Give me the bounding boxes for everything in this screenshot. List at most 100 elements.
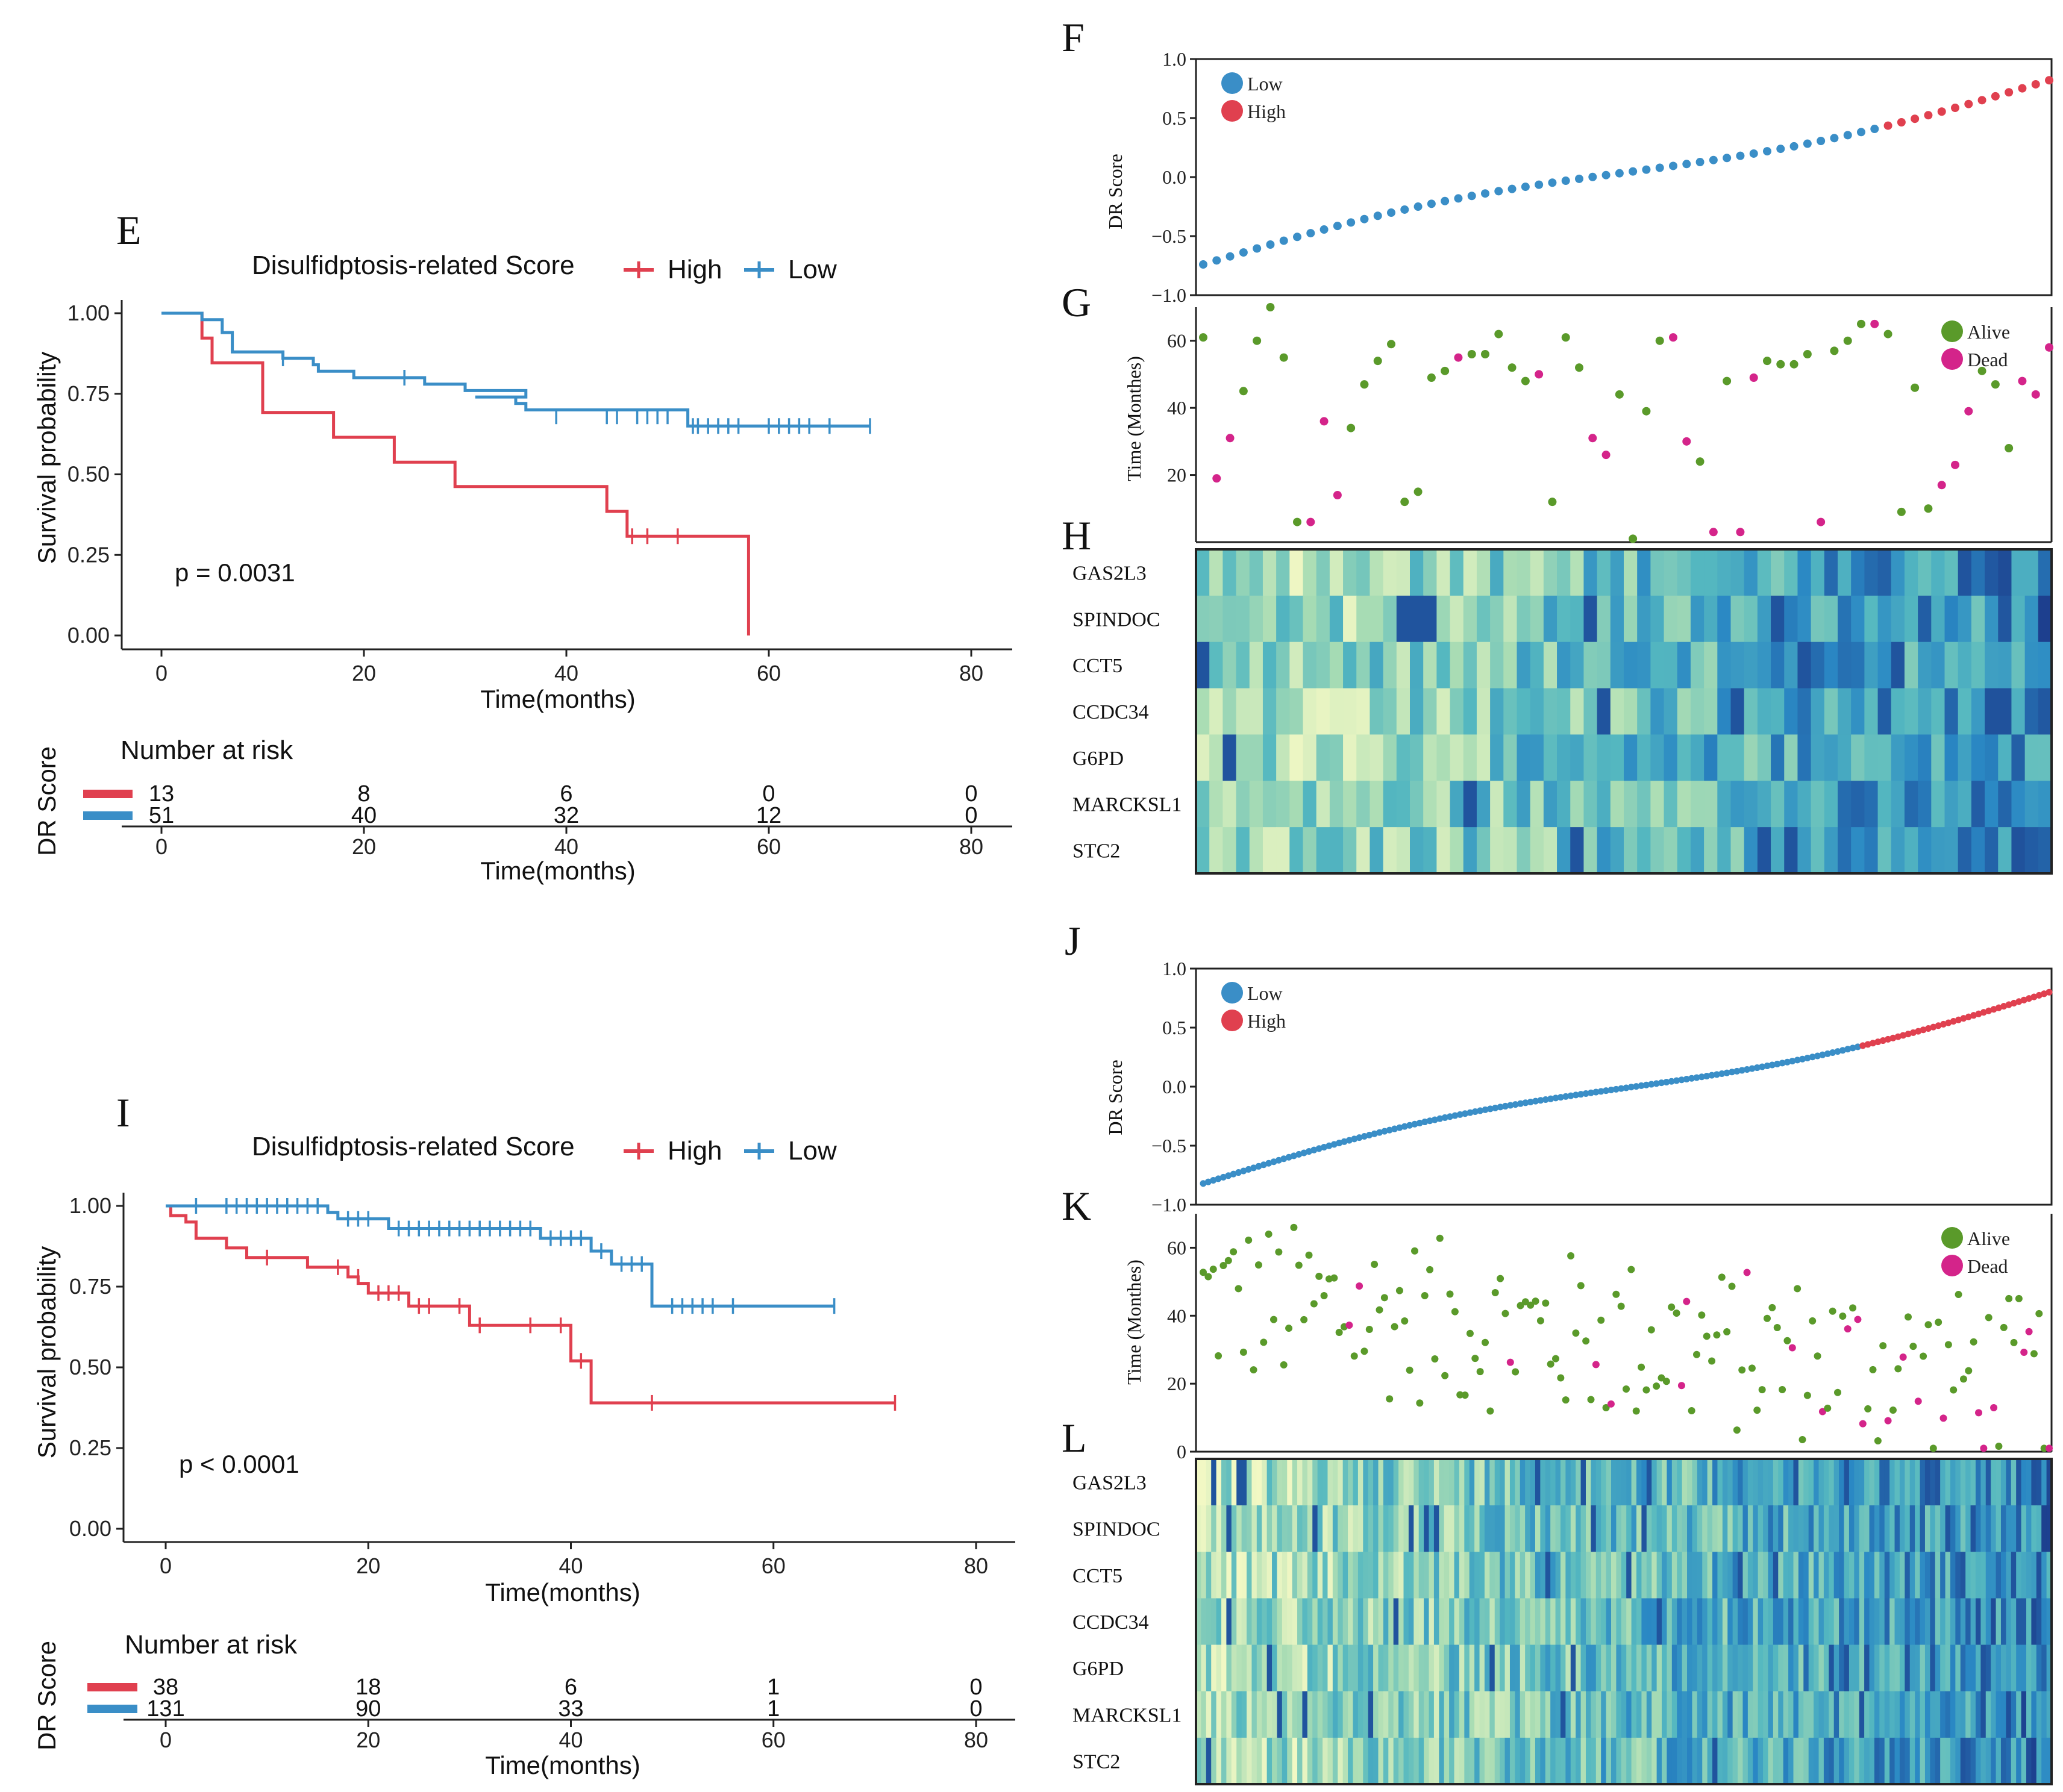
- heatmap-cell: [1342, 1552, 1348, 1599]
- heatmap-cell: [1955, 1691, 1961, 1738]
- heatmap-cell: [1651, 1691, 1658, 1738]
- score-point-low: [1642, 1081, 1650, 1088]
- dead-point: [1588, 434, 1597, 443]
- heatmap-cell: [1327, 1552, 1333, 1599]
- score-point-low: [1285, 1154, 1292, 1161]
- heatmap-cell: [1196, 595, 1210, 643]
- heatmap-cell: [1960, 1459, 1966, 1506]
- heatmap-cell: [1249, 734, 1263, 781]
- heatmap-cell: [1985, 688, 1999, 735]
- heatmap-cell: [1829, 1552, 1835, 1599]
- heatmap-cell: [1707, 1459, 1713, 1506]
- heatmap-cell: [1282, 1552, 1288, 1599]
- heatmap-cell: [1373, 1644, 1379, 1692]
- heatmap-cell: [1353, 1737, 1359, 1785]
- heatmap-cell: [1484, 1598, 1490, 1646]
- heatmap-cell: [1357, 1691, 1363, 1738]
- heatmap-cell: [1717, 827, 1732, 874]
- heatmap-cell: [1383, 1598, 1389, 1646]
- heatmap-cell: [1960, 1691, 1966, 1738]
- alive-point: [1587, 1396, 1595, 1403]
- heatmap-cell: [1980, 1505, 1986, 1552]
- heatmap-cell: [1687, 1691, 1693, 1738]
- heatmap-cell: [1282, 1644, 1288, 1692]
- heatmap-cell: [1717, 1598, 1723, 1646]
- heatmap-cell: [1282, 1598, 1288, 1646]
- heatmap-cell: [1918, 688, 1932, 735]
- heatmap-cell: [2011, 827, 2026, 874]
- heatmap-cell: [1251, 1505, 1257, 1552]
- heatmap-cell: [1788, 1505, 1794, 1552]
- heatmap-cell: [2024, 781, 2039, 828]
- heatmap-cell: [1935, 1737, 1941, 1785]
- heatmap-cell: [1918, 781, 1932, 828]
- heatmap-cell: [1869, 1644, 1875, 1692]
- heatmap-cell: [1783, 1459, 1789, 1506]
- score-point-low: [1592, 1088, 1600, 1096]
- heatmap-cell: [1877, 642, 1892, 689]
- heatmap-cell: [2011, 642, 2026, 689]
- heatmap-cell: [1682, 1644, 1688, 1692]
- alive-point: [1970, 1338, 1977, 1346]
- heatmap-cell: [1803, 1598, 1809, 1646]
- risk-x-tick-label: 60: [757, 834, 781, 859]
- heatmap-cell: [1303, 642, 1317, 689]
- score-point-low: [1280, 1155, 1288, 1163]
- heatmap-cell: [1849, 1505, 1855, 1552]
- heatmap-cell: [1570, 1552, 1576, 1599]
- score-point-low: [1834, 1048, 1841, 1055]
- heatmap-cell: [1738, 1552, 1744, 1599]
- heatmap-cell: [1247, 1459, 1253, 1506]
- heatmap-cell: [1490, 734, 1504, 781]
- heatmap-cell: [1904, 734, 1918, 781]
- heatmap-cell: [1884, 1505, 1890, 1552]
- heatmap-cell: [1476, 549, 1491, 596]
- score-point-high: [1889, 1034, 1897, 1041]
- heatmap-cell: [1851, 734, 1865, 781]
- heatmap-cell: [1924, 1737, 1930, 1785]
- heatmap-cell: [1535, 1691, 1541, 1738]
- heatmap-cell: [1924, 1459, 1930, 1506]
- score-point-low: [1421, 1119, 1429, 1126]
- score-point-low: [1749, 149, 1758, 158]
- heatmap-cell: [1662, 1598, 1668, 1646]
- heatmap-cell: [1597, 549, 1611, 596]
- heatmap-cell: [1722, 1459, 1728, 1506]
- heatmap-cell: [1930, 1459, 1936, 1506]
- heatmap-cell: [1463, 595, 1477, 643]
- x-tick-label: 80: [959, 661, 983, 685]
- heatmap-cell: [1879, 1691, 1885, 1738]
- heatmap-cell: [1797, 827, 1812, 874]
- heatmap-cell: [1717, 549, 1732, 596]
- score-point-low: [1477, 1107, 1484, 1114]
- heatmap-cell: [1814, 1459, 1820, 1506]
- heatmap-cell: [1423, 734, 1437, 781]
- heatmap-cell: [1368, 1598, 1374, 1646]
- heatmap-cell: [1722, 1552, 1728, 1599]
- y-tick-label: 40: [1167, 1305, 1186, 1326]
- heatmap-cell: [1808, 1691, 1814, 1738]
- heatmap-cell: [1464, 1644, 1470, 1692]
- alive-point: [1532, 1297, 1539, 1305]
- alive-point: [1655, 336, 1664, 345]
- heatmap-cell: [1206, 1737, 1212, 1785]
- heatmap-cell: [1707, 1737, 1713, 1785]
- heatmap-cell: [1289, 549, 1304, 596]
- heatmap-cell: [1302, 1459, 1308, 1506]
- heatmap-cell: [1814, 1552, 1820, 1599]
- heatmap-cell: [1266, 1552, 1273, 1599]
- heatmap-cell: [1343, 781, 1357, 828]
- heatmap-cell: [1918, 642, 1932, 689]
- heatmap-cell: [1277, 1691, 1283, 1738]
- heatmap-cell: [1707, 1691, 1713, 1738]
- heatmap-cell: [1262, 1691, 1268, 1738]
- heatmap-cell: [1940, 1737, 1946, 1785]
- dead-point: [1884, 1417, 1892, 1425]
- heatmap-cell: [1859, 1691, 1865, 1738]
- heatmap-cell: [2046, 1505, 2052, 1552]
- heatmap-cell: [1874, 1737, 1880, 1785]
- heatmap-cell: [1342, 1505, 1348, 1552]
- score-point-low: [1738, 1067, 1745, 1074]
